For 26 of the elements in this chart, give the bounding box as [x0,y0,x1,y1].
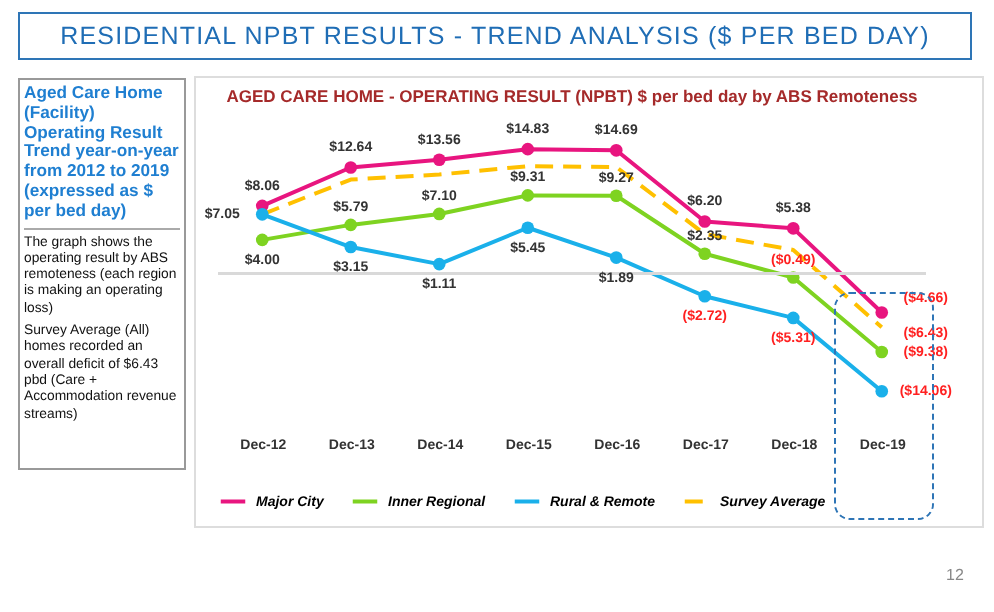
point [344,240,358,254]
point [875,345,889,359]
point [521,221,535,235]
point [255,208,269,221]
point [609,251,623,264]
point [786,311,800,325]
point [432,207,446,221]
point [432,153,446,167]
point [875,306,889,319]
point [521,142,535,156]
chart-title: RESIDENTIAL NPBT RESULTS - TREND ANALYSIS ($ PER BED DAY) [18,12,972,60]
text: Aged Care Home (Facility) Operating Result Trend year-on-year from 2012 to 2019 (expressed as $ per bed day) [24,82,180,230]
point [786,222,800,235]
point [344,161,358,174]
point [432,257,446,271]
point [521,189,535,202]
chart-subtitle: AGED CARE HOME - OPERATING RESULT (NPBT) $ per bed day by ABS Remoteness [226,86,919,107]
point [875,384,889,398]
point [698,247,712,261]
point [344,218,358,232]
point [609,189,623,203]
point [698,215,712,228]
text: 12 [946,566,964,584]
point [255,233,269,247]
point [609,144,623,157]
point [698,289,712,303]
